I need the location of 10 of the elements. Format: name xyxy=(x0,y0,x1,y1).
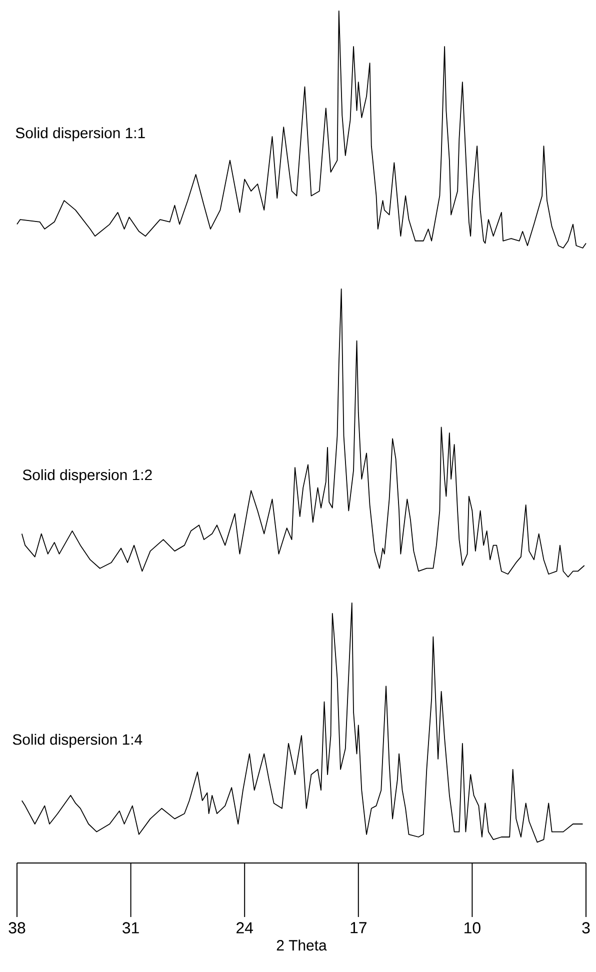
x-tick-label: 3 xyxy=(582,922,590,934)
x-tick-label: 24 xyxy=(236,922,253,934)
x-tick-label: 10 xyxy=(464,922,480,934)
x-tick-label: 38 xyxy=(8,922,26,934)
text: Solid dispersion 1:2 xyxy=(22,469,152,484)
x-tick-label: 31 xyxy=(122,922,139,934)
x-axis-title: 2 Theta xyxy=(276,940,327,951)
text: Solid dispersion 1:4 xyxy=(12,734,142,748)
text: Solid dispersion 1:1 xyxy=(16,127,145,142)
x-tick-label: 17 xyxy=(350,922,366,934)
